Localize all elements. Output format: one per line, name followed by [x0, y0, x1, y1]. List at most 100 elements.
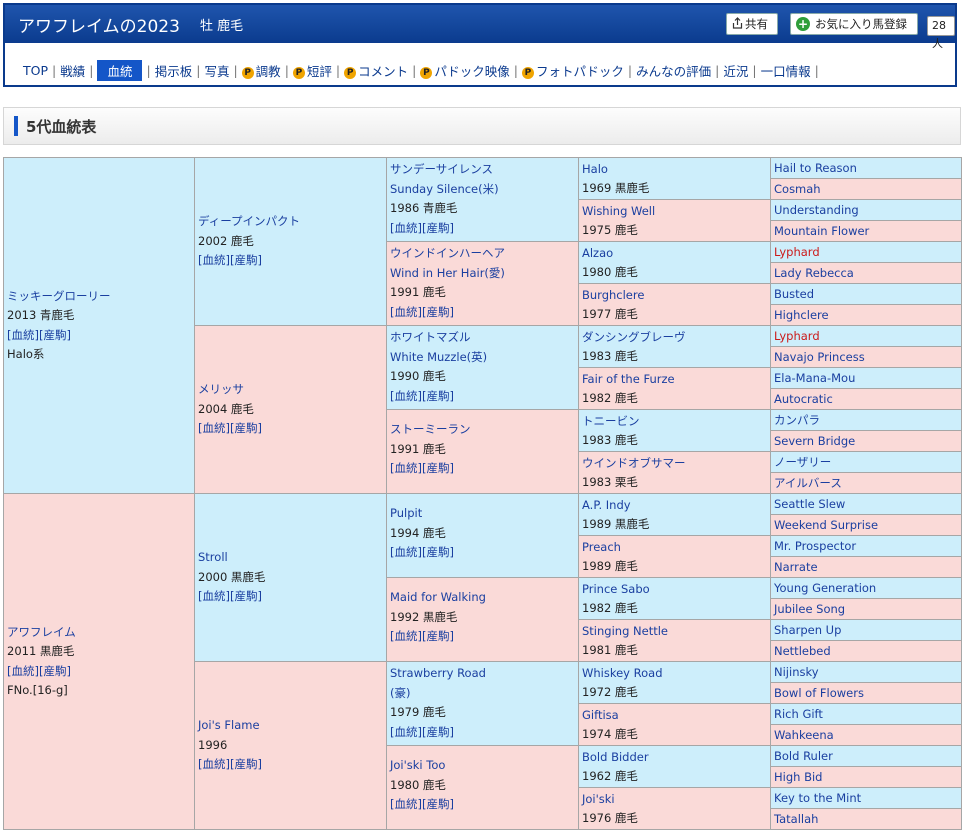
- favorite-button[interactable]: + お気に入り馬登録: [790, 13, 918, 35]
- tab-0[interactable]: TOP: [19, 63, 52, 78]
- tab-1[interactable]: 戦績: [56, 61, 89, 80]
- horse-name-link[interactable]: サンデーサイレンス: [390, 162, 494, 176]
- horse-name-link[interactable]: Nijinsky: [774, 665, 819, 679]
- horse-name-link[interactable]: Rich Gift: [774, 707, 823, 721]
- pedigree-offspring-links[interactable]: [血統][産駒]: [198, 757, 262, 772]
- horse-name-link[interactable]: アイルバース: [774, 476, 842, 490]
- horse-name-link[interactable]: Wishing Well: [582, 204, 656, 218]
- horse-name-link[interactable]: Busted: [774, 287, 815, 301]
- horse-name-link[interactable]: Bold Bidder: [582, 750, 649, 764]
- horse-name-link[interactable]: カンパラ: [774, 413, 820, 427]
- tab-12[interactable]: 一口情報: [757, 61, 815, 80]
- horse-name-link[interactable]: Seattle Slew: [774, 497, 846, 511]
- horse-name-link[interactable]: アワフレイム: [7, 624, 76, 639]
- pedigree-gen5-cell: High Bid: [770, 766, 962, 788]
- horse-name-link[interactable]: Prince Sabo: [582, 582, 650, 596]
- pedigree-offspring-links[interactable]: [血統][産駒]: [7, 327, 71, 342]
- horse-name-link[interactable]: High Bid: [774, 770, 823, 784]
- horse-name-link[interactable]: ノーザリー: [774, 455, 832, 469]
- horse-name-link[interactable]: ダンシングブレーヴ: [582, 330, 686, 344]
- horse-name-link[interactable]: Joi's Flame: [198, 718, 260, 733]
- horse-name-link[interactable]: Sharpen Up: [774, 623, 842, 637]
- pedigree-offspring-links[interactable]: [血統][産駒]: [7, 663, 71, 678]
- horse-name-link[interactable]: Tatallah: [774, 812, 819, 826]
- horse-birth-color: 2004 鹿毛: [198, 401, 254, 416]
- horse-name-link[interactable]: Maid for Walking: [390, 590, 486, 604]
- horse-birth-color: 1990 鹿毛: [390, 369, 446, 383]
- horse-name-link[interactable]: Ela-Mana-Mou: [774, 371, 856, 385]
- pedigree-offspring-links[interactable]: [血統][産駒]: [390, 724, 454, 739]
- horse-name-link[interactable]: ウインドインハーヘア: [390, 246, 505, 260]
- horse-name-link[interactable]: Wahkeena: [774, 728, 834, 742]
- tab-6[interactable]: P 短評: [289, 61, 336, 80]
- horse-name-link[interactable]: メリッサ: [198, 382, 244, 397]
- horse-name-link[interactable]: Burghclere: [582, 288, 645, 302]
- horse-name-link[interactable]: Lady Rebecca: [774, 266, 854, 280]
- horse-name-link[interactable]: ミッキーグローリー: [7, 288, 111, 303]
- pedigree-offspring-links[interactable]: [血統][産駒]: [390, 797, 454, 811]
- pedigree-offspring-links[interactable]: [血統][産駒]: [390, 220, 454, 235]
- horse-name-link[interactable]: Highclere: [774, 308, 829, 322]
- horse-name-link[interactable]: Preach: [582, 540, 621, 554]
- horse-name-link[interactable]: Bold Ruler: [774, 749, 833, 763]
- horse-name-link[interactable]: Young Generation: [774, 581, 877, 595]
- tab-8[interactable]: P パドック映像: [416, 61, 513, 80]
- horse-name-link[interactable]: Joi'ski Too: [390, 758, 446, 772]
- horse-name-link[interactable]: Understanding: [774, 203, 859, 217]
- tab-9[interactable]: P フォトパドック: [518, 61, 628, 80]
- pedigree-offspring-links[interactable]: [血統][産駒]: [390, 545, 454, 559]
- horse-name-link[interactable]: ホワイトマズル: [390, 330, 471, 344]
- pedigree-gen4-cell: トニービン 1983 鹿毛: [578, 409, 771, 452]
- tab-5[interactable]: P 調教: [238, 61, 285, 80]
- tab-3[interactable]: 掲示板: [151, 61, 197, 80]
- pedigree-offspring-links[interactable]: [血統][産駒]: [390, 461, 454, 475]
- horse-name-link[interactable]: ストーミーラン: [390, 422, 471, 436]
- horse-name-link[interactable]: Stinging Nettle: [582, 624, 668, 638]
- horse-name-link[interactable]: トニービン: [582, 414, 640, 428]
- pedigree-offspring-links[interactable]: [血統][産駒]: [390, 629, 454, 643]
- tab-2[interactable]: 血統: [97, 60, 143, 81]
- horse-name-link[interactable]: Navajo Princess: [774, 350, 865, 364]
- pedigree-offspring-links[interactable]: [血統][産駒]: [390, 304, 454, 319]
- nav-separator: |: [284, 63, 289, 78]
- horse-name-link[interactable]: Narrate: [774, 560, 818, 574]
- horse-name-link[interactable]: Bowl of Flowers: [774, 686, 864, 700]
- horse-name-link[interactable]: Giftisa: [582, 708, 619, 722]
- horse-name-link[interactable]: Autocratic: [774, 392, 833, 406]
- tab-10[interactable]: みんなの評価: [632, 61, 715, 80]
- pedigree-gen4-cell: A.P. Indy 1989 黒鹿毛: [578, 493, 771, 536]
- horse-name-link[interactable]: Pulpit: [390, 506, 423, 520]
- horse-name-link[interactable]: ディープインパクト: [198, 214, 301, 229]
- nav-separator: |: [335, 63, 341, 78]
- horse-name-link[interactable]: Whiskey Road: [582, 666, 663, 680]
- horse-name-link[interactable]: Key to the Mint: [774, 791, 862, 805]
- pedigree-offspring-links[interactable]: [血統][産駒]: [198, 589, 262, 604]
- horse-name-link[interactable]: Mr. Prospector: [774, 539, 857, 553]
- horse-name-link[interactable]: Nettlebed: [774, 644, 831, 658]
- horse-name-link[interactable]: Alzao: [582, 246, 614, 260]
- horse-name-link[interactable]: Jubilee Song: [774, 602, 846, 616]
- share-button[interactable]: 共有: [726, 13, 778, 35]
- horse-name-link[interactable]: Joi'ski: [582, 792, 615, 806]
- pedigree-offspring-links[interactable]: [血統][産駒]: [198, 421, 262, 436]
- pedigree-offspring-links[interactable]: [血統][産駒]: [198, 253, 262, 268]
- tab-7[interactable]: P コメント: [340, 61, 412, 80]
- horse-name-link[interactable]: Hail to Reason: [774, 161, 857, 175]
- horse-name-link[interactable]: Halo: [582, 162, 608, 176]
- horse-name-link[interactable]: Mountain Flower: [774, 224, 870, 238]
- tab-4[interactable]: 写真: [200, 61, 233, 80]
- horse-name-link[interactable]: Cosmah: [774, 182, 821, 196]
- horse-name-link[interactable]: ウインドオブサマー: [582, 456, 686, 470]
- horse-name-link[interactable]: Fair of the Furze: [582, 372, 675, 386]
- horse-birth-color: 1976 鹿毛: [582, 810, 638, 825]
- horse-name-link[interactable]: A.P. Indy: [582, 498, 631, 512]
- horse-name-link[interactable]: Lyphard: [774, 329, 820, 343]
- nav-separator: |: [715, 63, 720, 78]
- horse-name-link[interactable]: Severn Bridge: [774, 434, 856, 448]
- horse-name-link[interactable]: Weekend Surprise: [774, 518, 879, 532]
- horse-name-link[interactable]: Strawberry Road: [390, 666, 486, 680]
- tab-11[interactable]: 近況: [719, 61, 752, 80]
- horse-name-link[interactable]: Lyphard: [774, 245, 820, 259]
- horse-name-link[interactable]: Stroll: [198, 550, 228, 565]
- pedigree-offspring-links[interactable]: [血統][産駒]: [390, 388, 454, 403]
